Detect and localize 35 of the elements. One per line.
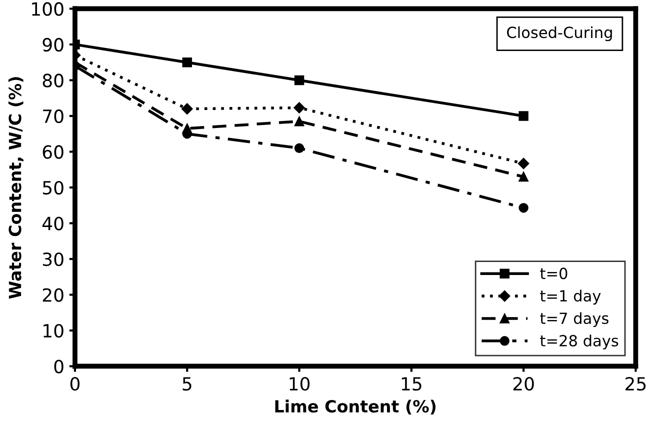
point [518,202,528,213]
legend-label: t=0 [540,268,568,280]
x-tick-label: 5 [182,377,192,391]
x-axis-title: Lime Content (%) [275,400,436,415]
point [294,143,304,154]
legend-label: t=28 days [540,334,618,350]
y-tick-label: 100 [32,2,64,16]
x-tick-label: 25 [626,376,646,391]
y-tick-label: 80 [42,74,64,88]
x-tick-label: 10 [290,376,310,391]
y-tick-label: 40 [42,216,64,230]
y-tick-label: 30 [42,252,64,266]
point [518,158,530,170]
y-tick-label: 0 [54,360,64,374]
annotation: Closed-Curing [507,26,612,42]
y-tick-label: 50 [42,180,64,195]
point [294,75,304,86]
point [182,124,192,134]
y-axis-title: Water Content, W/C (%) [8,77,24,299]
legend-label: t=1 day [540,290,601,305]
legend-label: t=7 days [540,312,608,328]
y-tick-label: 70 [43,109,64,124]
point [182,57,192,68]
y-tick-label: 10 [44,324,64,338]
point [294,116,304,126]
y-tick-label: 20 [42,288,64,302]
point [182,103,193,114]
x-tick-label: 0 [70,376,80,391]
point [294,102,305,114]
point [518,111,528,121]
y-tick-label: 90 [42,38,64,52]
x-tick-label: 15 [402,377,422,391]
point [518,172,528,182]
x-tick-label: 20 [513,376,534,391]
y-tick-label: 60 [42,145,64,159]
